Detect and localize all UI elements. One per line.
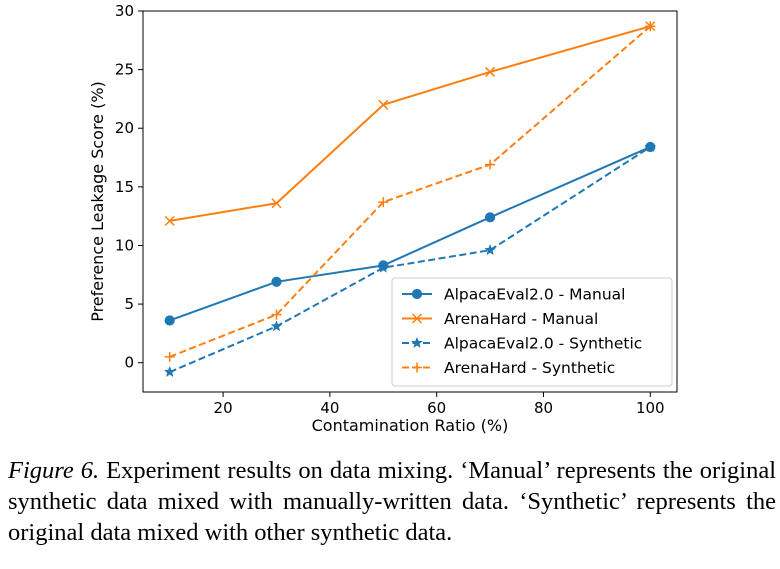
legend-item: AlpacaEval2.0 - Manual xyxy=(402,286,625,304)
series-3 xyxy=(163,140,657,378)
data-point xyxy=(644,140,657,153)
y-tick-label: 5 xyxy=(124,295,134,313)
x-axis: 20 40 60 80 100 xyxy=(214,392,665,417)
data-point xyxy=(271,198,282,209)
legend-marker xyxy=(412,362,422,373)
series-2 xyxy=(164,21,656,226)
legend-box xyxy=(391,277,673,387)
legend-marker xyxy=(411,313,423,324)
data-point xyxy=(485,159,496,170)
data-point xyxy=(377,261,390,273)
legend-label: AlpacaEval2.0 - Synthetic xyxy=(444,335,642,353)
legend-label: ArenaHard - Synthetic xyxy=(444,359,615,377)
data-point xyxy=(270,320,283,332)
figure-label: Figure 6. xyxy=(8,457,100,484)
legend-label: ArenaHard - Manual xyxy=(444,310,598,328)
data-point xyxy=(271,276,282,287)
legend-marker xyxy=(411,288,423,300)
y-tick-label: 10 xyxy=(115,236,134,254)
plot-frame xyxy=(142,10,678,393)
data-point xyxy=(164,351,175,362)
x-tick-label: 20 xyxy=(214,399,233,417)
y-tick-label: 15 xyxy=(115,178,134,196)
data-point xyxy=(271,309,282,320)
series-layer xyxy=(163,21,657,378)
series-line xyxy=(169,146,651,373)
x-tick-label: 40 xyxy=(320,399,339,417)
caption-text: Experiment results on data mixing. ‘Manu… xyxy=(8,457,776,546)
data-point xyxy=(484,243,497,256)
series-line xyxy=(169,25,651,358)
y-tick-label: 30 xyxy=(115,2,134,20)
legend-item: ArenaHard - Synthetic xyxy=(402,359,615,377)
data-point xyxy=(485,212,496,223)
data-point xyxy=(485,66,496,77)
data-point xyxy=(378,197,389,208)
y-tick-label: 20 xyxy=(115,119,134,137)
y-axis-label: Preference Leakage Score (%) xyxy=(88,81,107,322)
figure-caption: Figure 6. Experiment results on data mix… xyxy=(8,455,776,548)
y-axis: 0 5 10 15 20 25 30 xyxy=(115,2,143,372)
series-4 xyxy=(164,21,656,362)
data-point xyxy=(164,315,175,326)
data-point xyxy=(645,21,656,32)
data-point xyxy=(378,99,389,110)
x-axis-label: Contamination Ratio (%) xyxy=(312,416,509,435)
legend-marker xyxy=(411,336,423,349)
y-tick-label: 0 xyxy=(124,354,134,372)
data-point xyxy=(163,365,176,378)
line-chart: 20 40 60 80 100 0 5 10 15 20 25 30 Contamination R… xyxy=(88,2,678,435)
legend-item: AlpacaEval2.0 - Synthetic xyxy=(402,335,642,353)
legend-label: AlpacaEval2.0 - Manual xyxy=(444,286,625,304)
x-tick-label: 100 xyxy=(636,399,665,417)
x-tick-label: 80 xyxy=(534,399,553,417)
legend: AlpacaEval2.0 - Manual ArenaHard - Manual… xyxy=(391,277,673,387)
y-tick-label: 25 xyxy=(115,61,134,79)
x-tick-label: 60 xyxy=(427,399,446,417)
data-point xyxy=(164,215,175,226)
legend-item: ArenaHard - Manual xyxy=(402,310,598,328)
